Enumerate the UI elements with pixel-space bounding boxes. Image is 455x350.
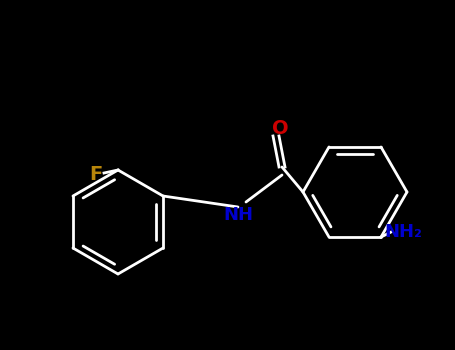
Text: F: F	[89, 166, 103, 184]
Text: NH₂: NH₂	[384, 223, 422, 241]
Text: O: O	[272, 119, 288, 138]
Text: NH: NH	[223, 206, 253, 224]
